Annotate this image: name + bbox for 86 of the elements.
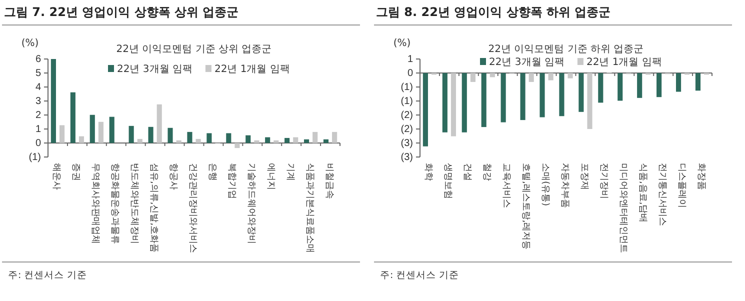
y-tick-label: 0	[407, 68, 414, 80]
bar	[265, 137, 270, 143]
x-tick-label: 전기장비	[598, 163, 608, 199]
chart-title: 그림 7. 22년 영업이익 상향폭 상위 업종군	[4, 5, 239, 19]
y-tick-label: (2)	[400, 124, 413, 136]
y-tick-label: 4	[35, 82, 42, 94]
chart-title: 그림 8. 22년 영업이익 상향폭 하위 업종군	[376, 5, 611, 19]
x-tick-label: 항공화물운송과물류	[110, 163, 120, 244]
x-tick-label: 무역회사와판매업체	[90, 163, 100, 244]
text: 주: 컨센서스 기준	[8, 270, 88, 281]
x-tick-label: 섬유,의류,신발,호화품	[148, 163, 159, 253]
text: 주: 컨센서스 기준	[380, 270, 460, 281]
x-tick-label: 전기통신서비스	[656, 163, 667, 226]
x-tick-label: 자동차부품	[560, 163, 570, 208]
y-tick-label: 6	[35, 54, 42, 66]
y-tick-label: (3)	[400, 138, 413, 150]
bar	[274, 140, 279, 143]
y-tick-label: 1	[35, 124, 42, 136]
legend-label: 22년 3개월 임팩	[489, 57, 564, 68]
bar	[312, 132, 318, 143]
bar	[78, 136, 84, 143]
bar	[128, 126, 134, 143]
x-tick-label: 건설	[462, 163, 472, 181]
legend-label: 22년 3개월 임팩	[117, 64, 192, 75]
y-tick-label: (3)	[400, 152, 413, 164]
bar	[187, 132, 192, 143]
chart-subtitle: 22년 이익모멘텀 기준 상위 업종군	[116, 44, 272, 55]
bar	[59, 125, 65, 143]
x-tick-label: 생명보험	[442, 163, 453, 199]
x-tick-label: 소매(유통)	[540, 163, 550, 206]
y-tick-label: 2	[35, 110, 42, 122]
y-tick-label: 3	[35, 96, 42, 108]
x-tick-label: 식품과기본식료품소매	[304, 163, 314, 253]
chart-subtitle: 22년 이익모멘텀 기준 하위 업종군	[488, 44, 644, 55]
y-axis-title: (%)	[393, 38, 411, 49]
y-tick-label: 0	[35, 138, 42, 150]
bar	[196, 138, 201, 143]
y-tick-label: (1)	[400, 82, 413, 94]
x-tick-label: 비철금속	[324, 163, 334, 199]
bar	[98, 122, 104, 143]
x-tick-label: 복합기업	[226, 163, 236, 199]
x-tick-label: 미디어와엔터테인먼트	[618, 163, 628, 253]
y-tick-label: 5	[35, 68, 42, 80]
y-tick-label: (1)	[28, 152, 41, 164]
bar	[304, 139, 310, 143]
bar	[226, 133, 232, 143]
x-tick-label: 화학	[423, 163, 434, 181]
x-tick-label: 식품,음료,담배	[637, 163, 648, 223]
y-tick-label: (1)	[400, 96, 413, 108]
x-tick-label: 해운사	[51, 163, 62, 190]
x-tick-label: 항공사	[168, 163, 178, 190]
bar	[284, 138, 290, 143]
bar	[323, 139, 329, 143]
bar	[137, 138, 142, 143]
x-tick-label: 은행	[206, 163, 217, 181]
legend-label: 22년 1개월 임팩	[586, 57, 662, 68]
x-tick-label: 반도체와반도체장비	[129, 163, 140, 244]
bar	[156, 104, 162, 143]
bar	[234, 143, 240, 148]
bar	[50, 59, 56, 143]
bar	[176, 140, 182, 143]
x-tick-label: 포장재	[578, 163, 589, 190]
x-tick-label: 호텔,레스토랑,레저등	[520, 163, 531, 250]
x-tick-label: 교육서비스	[501, 163, 512, 208]
bar	[109, 116, 114, 143]
y-tick-label: (2)	[400, 110, 413, 122]
x-tick-label: 철강	[482, 163, 492, 181]
bar	[332, 132, 338, 143]
bar	[70, 92, 76, 143]
x-tick-label: 기술하드웨어와장비	[246, 163, 256, 244]
x-tick-label: 증권	[70, 163, 81, 181]
bar	[246, 135, 251, 143]
bar	[206, 133, 212, 143]
x-tick-label: 화장품	[696, 163, 706, 190]
legend-label: 22년 1개월 임팩	[214, 64, 290, 75]
x-tick-label: 기계	[284, 163, 295, 181]
x-tick-label: 디스플레이	[676, 163, 686, 208]
y-axis-title: (%)	[21, 38, 39, 49]
bar	[168, 128, 173, 143]
bar	[90, 114, 95, 143]
bar	[254, 140, 260, 143]
bar	[293, 137, 298, 143]
y-tick-label: 1	[407, 54, 414, 66]
x-tick-label: 에너지	[265, 163, 276, 190]
bar	[148, 126, 154, 143]
x-tick-label: 건강관리장비와서비스	[188, 163, 198, 253]
